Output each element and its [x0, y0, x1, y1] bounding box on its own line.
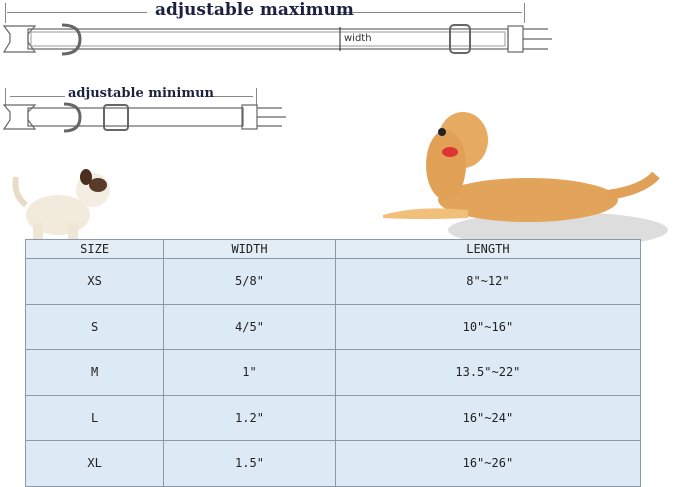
- length-cell: 16"~26": [334, 440, 642, 487]
- length-cell: 16"~24": [334, 394, 642, 441]
- width-cell: 1.2": [163, 394, 336, 441]
- length-cell: 8"~12": [334, 258, 642, 305]
- collar-max-icon: [2, 23, 552, 56]
- table-row: XS 5/8" 8"~12": [24, 258, 642, 305]
- width-cell: 1.5": [163, 440, 336, 487]
- size-chart-table: SIZE WIDTH LENGTH XS 5/8" 8"~12" S 4/5" …: [24, 239, 642, 487]
- header-size: SIZE: [24, 239, 165, 259]
- table-row: L 1.2" 16"~24": [24, 394, 642, 441]
- header-width: WIDTH: [163, 239, 336, 259]
- collar-min-icon: [2, 102, 286, 133]
- table-row: S 4/5" 10"~16": [24, 303, 642, 350]
- size-cell: L: [24, 394, 165, 441]
- puppy-illustration: [12, 169, 110, 239]
- max-label: adjustable maximum: [155, 0, 354, 20]
- size-cell: XS: [24, 258, 165, 305]
- size-cell: M: [24, 349, 165, 396]
- width-cell: 5/8": [163, 258, 336, 305]
- width-cell: 1": [163, 349, 336, 396]
- length-cell: 10"~16": [334, 303, 642, 350]
- table-row: XL 1.5" 16"~26": [24, 440, 642, 487]
- header-length: LENGTH: [334, 239, 642, 259]
- min-label: adjustable minimun: [68, 86, 214, 101]
- width-cell: 4/5": [163, 303, 336, 350]
- length-cell: 13.5"~22": [334, 349, 642, 396]
- table-row: M 1" 13.5"~22": [24, 349, 642, 396]
- golden-retriever-illustration: [383, 112, 668, 248]
- width-label: width: [344, 33, 372, 44]
- size-cell: S: [24, 303, 165, 350]
- size-cell: XL: [24, 440, 165, 487]
- table-header-row: SIZE WIDTH LENGTH: [24, 239, 642, 259]
